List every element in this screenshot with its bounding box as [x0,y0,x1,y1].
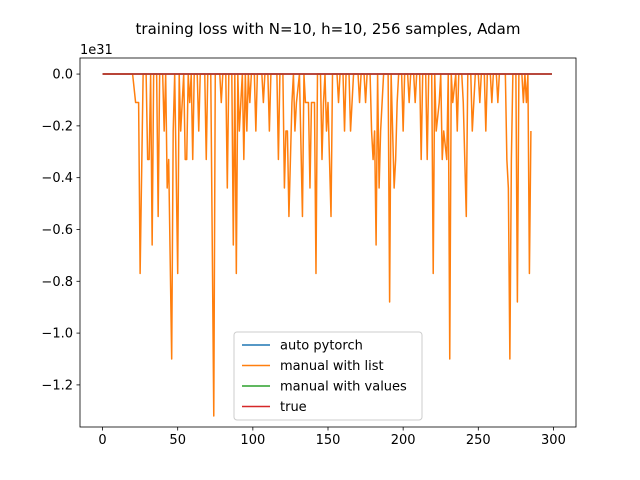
y-tick-label: −1.2 [41,378,73,393]
legend-box [233,331,423,421]
x-tick-label: 250 [466,433,491,448]
y-tick-label: −0.6 [41,223,73,238]
legend-label: auto pytorch [280,339,363,354]
legend-label: true [280,400,307,415]
x-tick-label: 50 [169,433,186,448]
y-offset-text: 1e31 [80,43,113,58]
x-axis: 0 50 100 150 200 250 300 [98,427,566,448]
y-tick-label: −0.8 [41,275,73,290]
legend-label: manual with list [280,359,384,374]
legend: auto pytorch manual with list manual with … [233,331,423,421]
y-tick-label: −0.2 [41,119,73,134]
x-tick-label: 0 [98,433,106,448]
x-tick-label: 300 [541,433,566,448]
x-tick-label: 100 [240,433,265,448]
x-tick-label: 200 [391,433,416,448]
series-layer [102,73,552,417]
x-tick-label: 150 [316,433,341,448]
legend-label: manual with values [280,380,407,395]
chart-title: training loss with N=10, h=10, 256 sampl… [136,20,521,38]
y-tick-label: 0.0 [52,68,73,83]
y-tick-label: −1.0 [41,327,73,342]
y-axis: 0.0 −0.2 −0.4 −0.6 −0.8 −1.0 −1.2 [41,68,80,393]
y-tick-label: −0.4 [41,171,73,186]
